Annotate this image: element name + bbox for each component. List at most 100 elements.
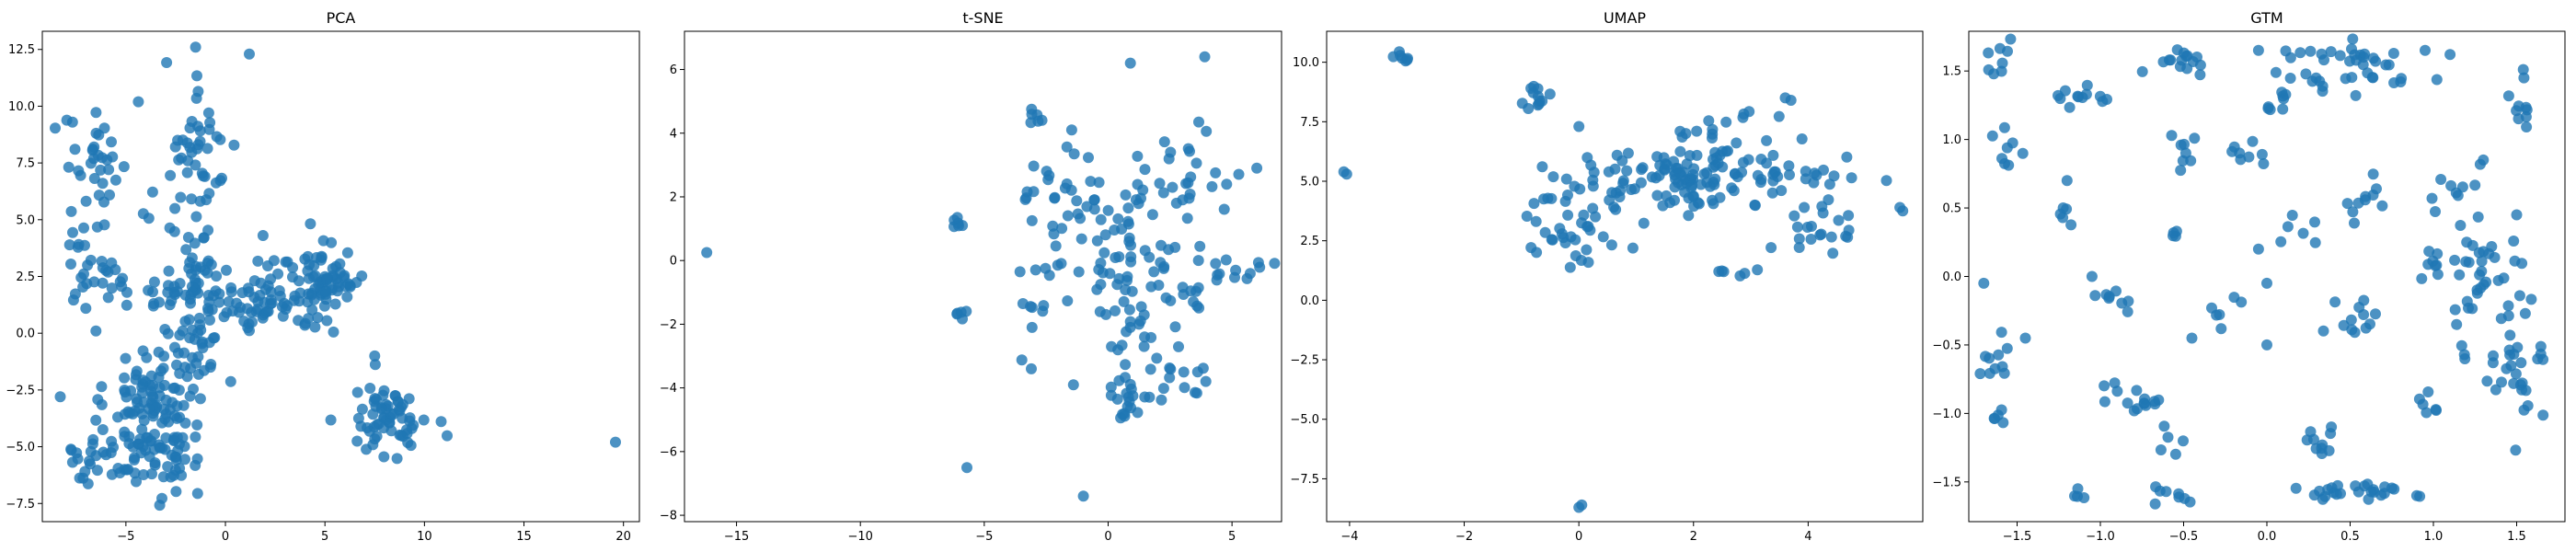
scatter-point [2502,300,2514,312]
y-tick-label: 0.0 [1300,294,1319,308]
scatter-point [202,303,213,315]
x-tick-label: 0 [222,530,229,544]
scatter-point [2354,49,2366,61]
scatter-point [2371,183,2382,195]
scatter-point [2215,323,2227,335]
x-tick-label: 0.0 [2258,530,2277,544]
scatter-point [1199,51,1211,63]
scatter-point [1102,204,1114,216]
scatter-point [158,351,170,362]
scatter-point [1193,116,1204,128]
scatter-point [190,41,201,53]
scatter-point [188,383,199,395]
scatter-point [2427,255,2439,267]
scatter-point [272,268,284,280]
scatter-point [2138,397,2150,409]
scatter-point [190,459,201,471]
y-tick-label: 2.5 [16,270,35,284]
scatter-point [2110,285,2122,297]
y-tick-label: 0.0 [16,328,35,341]
scatter-point [2072,90,2084,102]
scatter-point [2451,318,2463,330]
scatter-point [2341,198,2353,210]
scatter-point [1254,261,1266,273]
scatter-point [2349,217,2360,229]
scatter-point [1038,300,1050,312]
scatter-point [2261,277,2272,289]
scatter-point [2501,362,2513,374]
scatter-point [2297,227,2309,239]
scatter-point [329,298,341,310]
scatter-point [179,316,191,328]
scatter-point [1062,295,1074,306]
scatter-point [208,290,219,302]
scatter-point [1118,295,1130,307]
scatter-point [2150,481,2162,493]
scatter-point [147,286,158,298]
scatter-point [97,277,109,289]
scatter-point [2316,443,2328,454]
x-tick-label: −5 [117,530,134,544]
scatter-point [1085,176,1097,188]
y-tick-label: 5.0 [1300,176,1319,190]
y-tick-label: 0.0 [1942,270,1961,284]
scatter-point [406,422,418,434]
scatter-point [74,472,86,484]
scatter-point [1897,205,1909,217]
scatter-point [2314,75,2326,87]
scatter-point [1538,193,1549,205]
scatter-point [196,338,208,350]
scatter-point [1846,172,1857,184]
scatter-point [127,441,139,453]
scatter-point [179,417,191,429]
scatter-point [2498,272,2510,284]
y-tick-label: −2.5 [1290,354,1319,368]
scatter-point [2363,493,2375,505]
scatter-point [309,321,321,333]
scatter-point [228,139,240,151]
scatter-point [2360,322,2372,334]
scatter-point [1110,252,1121,263]
scatter-point [1996,57,2008,69]
x-tick-label: −0.5 [2169,530,2199,544]
scatter-point [2162,431,2174,443]
scatter-point [2189,132,2201,144]
scatter-point [1146,209,1158,221]
scatter-point [1799,201,1811,213]
scatter-point [102,292,114,304]
scatter-point [1112,213,1124,224]
scatter-point [2322,484,2334,496]
scatter-point [1047,220,1059,232]
scatter-point [1994,42,2006,54]
scatter-point [2116,297,2128,309]
scatter-point [1635,177,1647,189]
scatter-point [1823,178,1835,190]
scatter-point [192,277,204,289]
scatter-point [112,411,123,423]
scatter-point [1685,182,1697,194]
scatter-point [2521,121,2533,132]
scatter-point [1761,157,1773,169]
scatter-point [1716,265,1728,277]
scatter-point [1581,244,1593,256]
scatter-point [122,406,134,418]
scatter-point [2334,50,2346,62]
scatter-point [356,270,368,282]
scatter-point [1200,375,1212,387]
scatter-point [2275,236,2287,247]
scatter-point [1062,210,1074,222]
scatter-point [361,443,373,455]
scatter-point [144,435,155,447]
scatter-point [1056,223,1068,235]
scatter-point [320,285,332,297]
scatter-point [1688,163,1700,175]
scatter-point [1098,247,1110,259]
scatter-point [91,221,103,233]
scatter-point [2122,305,2133,317]
scatter-point [1233,168,1245,180]
scatter-point [1978,277,1990,289]
scatter-point [1752,264,1764,276]
scatter-point [1729,167,1741,179]
scatter-point [1980,351,1991,362]
scatter-point [191,419,203,431]
